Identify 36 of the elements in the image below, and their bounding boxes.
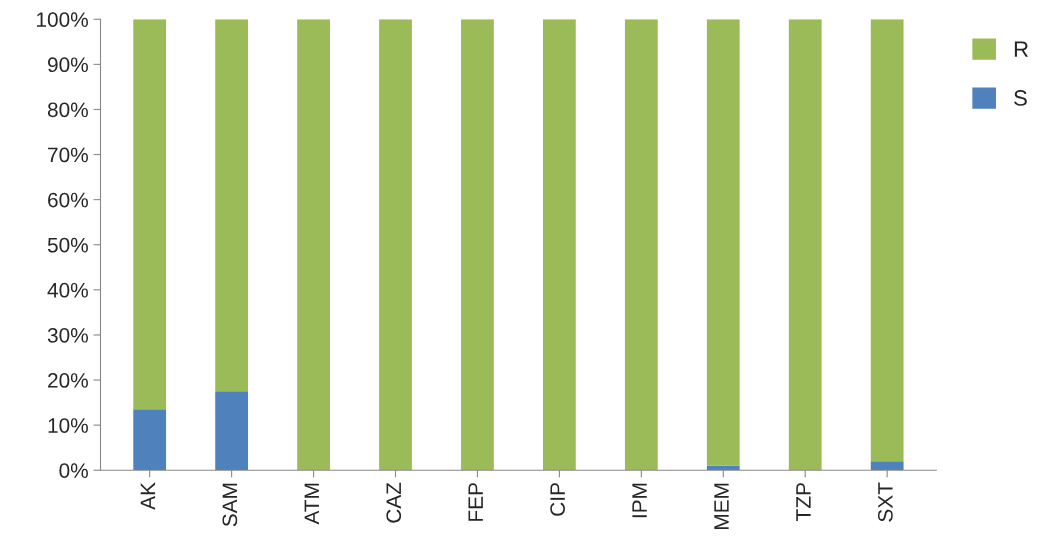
bar [215,19,249,392]
x-tick-label: CAZ [386,482,402,523]
bar [543,19,576,471]
y-tick-label: 20% [48,373,88,388]
bar [870,461,904,471]
x-tick-label: TZP [796,483,811,521]
bar [870,19,904,462]
y-tick-label: 90% [47,57,88,73]
bar [788,19,822,471]
y-tick-label: 30% [47,327,88,343]
y-tick-label: 10% [48,418,88,433]
bar [297,19,330,471]
x-tick-label: SAM [222,483,238,527]
bar [624,19,658,471]
y-tick-label: 70% [48,147,88,163]
x-tick-label: SXT [878,482,893,522]
y-tick-label: 60% [48,192,88,208]
y-tick-label: 40% [47,282,88,298]
x-tick-label: MEM [714,483,729,529]
y-tick-label: 0% [59,463,88,478]
x-tick-label: IPM [632,483,647,518]
x-tick-label: ATM [304,483,319,525]
y-tick-label: 80% [47,102,88,118]
x-tick-label: CIP [550,483,565,516]
bar [461,19,494,471]
legend-label: S [1014,90,1027,106]
y-tick-label: 50% [47,237,88,253]
bar [133,19,167,410]
y-tick-label: 100% [37,12,88,27]
legend-label: R [1014,41,1029,57]
x-tick-label: FEP [468,483,483,521]
bar [706,19,740,466]
bar [379,19,412,471]
x-tick-label: AK [140,482,156,510]
bar [215,391,249,471]
bar [133,409,167,471]
